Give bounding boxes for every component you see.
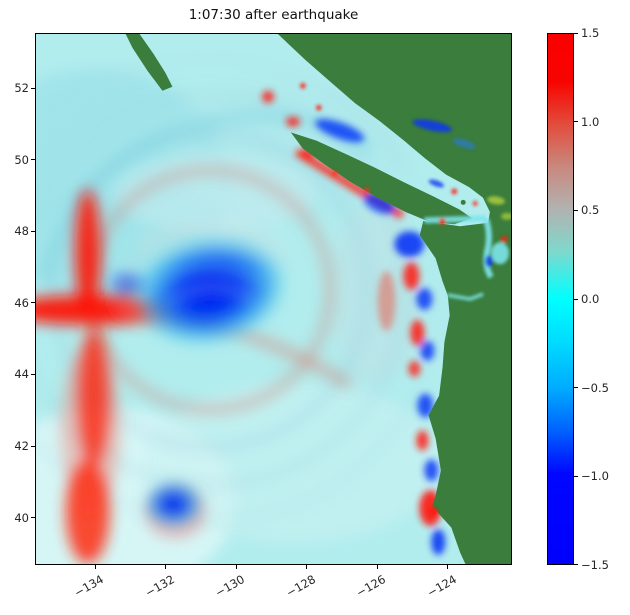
y-tick	[31, 230, 35, 232]
colorbar-tick	[574, 209, 578, 211]
x-tick-label--124: −124	[424, 572, 459, 600]
y-tick-label-42: 42	[14, 439, 29, 453]
land-vancouver-island	[290, 132, 473, 225]
land-mainland	[277, 34, 511, 564]
colorbar	[547, 33, 574, 565]
plot-title: 1:07:30 after earthquake	[188, 7, 359, 23]
inland-waters-and-coast-specks	[299, 82, 511, 516]
x-tick-label--128: −128	[283, 572, 318, 600]
coastal-oscillations	[262, 90, 446, 556]
y-tick-label-46: 46	[14, 296, 29, 310]
land	[125, 34, 511, 564]
x-tick	[376, 565, 378, 569]
y-tick	[31, 517, 35, 519]
y-tick	[31, 302, 35, 304]
y-tick-label-44: 44	[14, 367, 29, 381]
colorbar-tick-label-6: −1.5	[581, 558, 609, 572]
colorbar-tick-label-3: 0.0	[581, 292, 600, 306]
negative-pool	[110, 224, 295, 529]
y-tick-label-50: 50	[14, 153, 29, 167]
colorbar-tick-label-2: 0.5	[581, 203, 600, 217]
y-tick	[31, 445, 35, 447]
colorbar-tick-label-0: 1.5	[581, 26, 600, 40]
colorbar-gradient	[548, 34, 573, 564]
colorbar-tick-label-5: −1.0	[581, 469, 609, 483]
x-tick	[165, 565, 167, 569]
colorbar-tick	[574, 121, 578, 123]
x-tick-label--132: −132	[142, 572, 177, 600]
land-gulf-islet	[460, 199, 466, 205]
y-tick	[31, 159, 35, 161]
colorbar-tick	[574, 387, 578, 389]
y-tick	[31, 87, 35, 89]
x-tick	[306, 565, 308, 569]
x-tick-label--134: −134	[71, 572, 106, 600]
heatmap-canvas	[36, 34, 511, 564]
colorbar-tick-label-4: −0.5	[581, 381, 609, 395]
x-tick	[447, 565, 449, 569]
x-tick	[94, 565, 96, 569]
land-haida-gwaii	[125, 34, 173, 91]
colorbar-tick	[574, 32, 578, 34]
colorbar-tick	[574, 564, 578, 566]
x-tick-label--126: −126	[353, 572, 388, 600]
y-tick-label-48: 48	[14, 224, 29, 238]
y-tick	[31, 373, 35, 376]
plot-area	[35, 33, 512, 565]
colorbar-tick	[574, 475, 578, 477]
x-tick-label--130: −130	[212, 572, 247, 600]
x-tick	[235, 565, 237, 569]
y-tick-label-40: 40	[14, 511, 29, 525]
y-tick-label-52: 52	[14, 81, 29, 95]
colorbar-tick-label-1: 1.0	[581, 115, 600, 129]
colorbar-tick	[574, 298, 578, 300]
